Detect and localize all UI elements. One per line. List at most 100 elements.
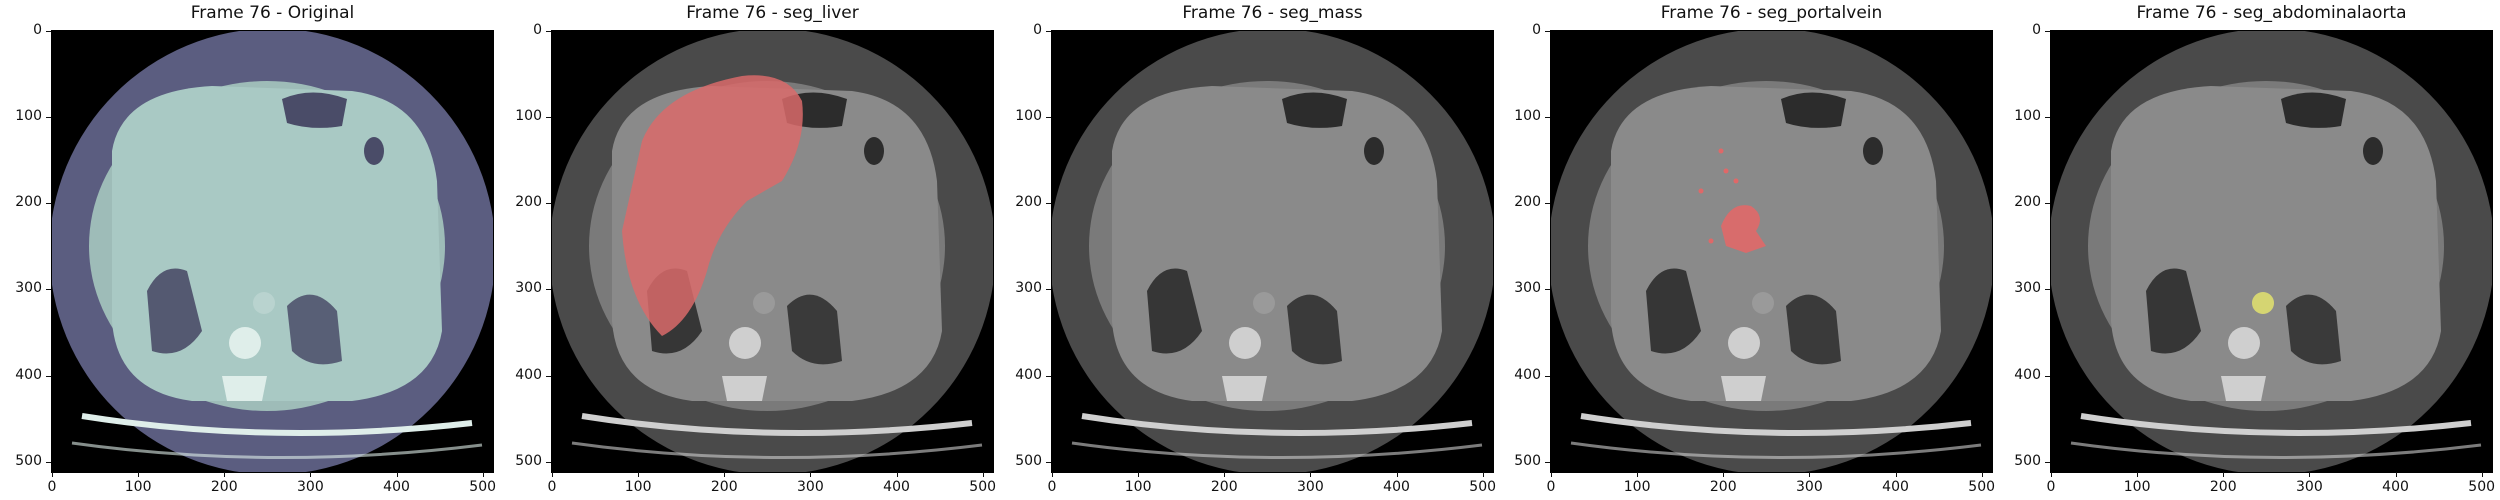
x-tick-label: 200 bbox=[204, 479, 244, 495]
x-tick-label: 0 bbox=[532, 479, 572, 495]
y-tick-mark bbox=[1545, 117, 1550, 118]
x-tick-mark bbox=[397, 472, 398, 477]
x-tick-label: 0 bbox=[1032, 479, 1072, 495]
y-tick-mark bbox=[546, 376, 551, 377]
x-tick-label: 100 bbox=[1617, 479, 1657, 495]
stomach-gas bbox=[282, 93, 347, 128]
y-tick-label: 200 bbox=[512, 194, 542, 210]
y-tick-mark bbox=[546, 289, 551, 290]
x-tick-label: 0 bbox=[1531, 479, 1571, 495]
abdomen bbox=[2111, 86, 2441, 401]
y-tick-mark bbox=[46, 117, 51, 118]
y-tick-label: 400 bbox=[1012, 367, 1042, 383]
x-tick-mark bbox=[638, 472, 639, 477]
y-tick-label: 100 bbox=[2011, 108, 2041, 124]
x-tick-label: 500 bbox=[2462, 479, 2500, 495]
y-tick-label: 100 bbox=[512, 108, 542, 124]
x-tick-label: 300 bbox=[790, 479, 830, 495]
y-tick-mark bbox=[2045, 376, 2050, 377]
x-tick-label: 500 bbox=[1463, 479, 1503, 495]
x-tick-mark bbox=[483, 472, 484, 477]
x-tick-label: 400 bbox=[2376, 479, 2416, 495]
y-tick-mark bbox=[2045, 203, 2050, 204]
y-tick-label: 0 bbox=[12, 22, 42, 38]
x-tick-mark bbox=[1483, 472, 1484, 477]
x-tick-label: 500 bbox=[1962, 479, 2002, 495]
y-tick-label: 300 bbox=[1012, 280, 1042, 296]
stomach-gas bbox=[1282, 93, 1347, 128]
y-tick-label: 0 bbox=[1012, 22, 1042, 38]
x-tick-label: 100 bbox=[1118, 479, 1158, 495]
x-tick-mark bbox=[1723, 472, 1724, 477]
x-tick-label: 100 bbox=[618, 479, 658, 495]
panel-title: Frame 76 - seg_liver bbox=[512, 3, 1033, 23]
x-tick-mark bbox=[2051, 472, 2052, 477]
y-tick-mark bbox=[1046, 462, 1051, 463]
y-tick-label: 100 bbox=[1511, 108, 1541, 124]
x-tick-mark bbox=[983, 472, 984, 477]
x-tick-label: 400 bbox=[377, 479, 417, 495]
y-tick-mark bbox=[2045, 289, 2050, 290]
portalvein-fragment bbox=[1699, 189, 1704, 194]
y-tick-mark bbox=[1046, 289, 1051, 290]
spinous-process bbox=[1721, 376, 1766, 401]
y-tick-label: 500 bbox=[1012, 453, 1042, 469]
y-tick-mark bbox=[1046, 203, 1051, 204]
y-tick-mark bbox=[46, 289, 51, 290]
y-tick-label: 300 bbox=[1511, 280, 1541, 296]
y-tick-mark bbox=[1545, 376, 1550, 377]
x-tick-mark bbox=[1052, 472, 1053, 477]
ct-image bbox=[2051, 31, 2492, 472]
x-tick-mark bbox=[2396, 472, 2397, 477]
y-tick-mark bbox=[46, 462, 51, 463]
y-tick-label: 400 bbox=[12, 367, 42, 383]
x-tick-mark bbox=[224, 472, 225, 477]
stomach-gas bbox=[2281, 93, 2346, 128]
aorta bbox=[1752, 292, 1774, 314]
x-tick-label: 300 bbox=[290, 479, 330, 495]
y-tick-label: 500 bbox=[12, 453, 42, 469]
x-tick-mark bbox=[2223, 472, 2224, 477]
x-tick-label: 400 bbox=[877, 479, 917, 495]
x-tick-label: 500 bbox=[463, 479, 503, 495]
y-tick-mark bbox=[2045, 31, 2050, 32]
y-tick-mark bbox=[46, 376, 51, 377]
y-tick-mark bbox=[546, 31, 551, 32]
x-tick-label: 300 bbox=[2289, 479, 2329, 495]
y-tick-label: 200 bbox=[1511, 194, 1541, 210]
y-tick-label: 100 bbox=[1012, 108, 1042, 124]
y-tick-mark bbox=[546, 117, 551, 118]
ct-image bbox=[552, 31, 993, 472]
vertebra bbox=[2228, 327, 2260, 359]
bowel-gas bbox=[2363, 137, 2383, 165]
panel-title: Frame 76 - Original bbox=[12, 3, 533, 23]
spinous-process bbox=[722, 376, 767, 401]
x-tick-label: 200 bbox=[2203, 479, 2243, 495]
y-tick-mark bbox=[546, 203, 551, 204]
y-tick-mark bbox=[2045, 462, 2050, 463]
y-tick-label: 400 bbox=[512, 367, 542, 383]
spinous-process bbox=[1222, 376, 1267, 401]
x-tick-mark bbox=[1397, 472, 1398, 477]
x-tick-label: 300 bbox=[1290, 479, 1330, 495]
x-tick-mark bbox=[724, 472, 725, 477]
aorta bbox=[1253, 292, 1275, 314]
x-tick-mark bbox=[1637, 472, 1638, 477]
y-tick-label: 0 bbox=[1511, 22, 1541, 38]
bowel-gas bbox=[864, 137, 884, 165]
abdomen bbox=[112, 86, 442, 401]
spinous-process bbox=[2221, 376, 2266, 401]
x-tick-mark bbox=[2482, 472, 2483, 477]
x-tick-mark bbox=[1138, 472, 1139, 477]
y-tick-mark bbox=[46, 31, 51, 32]
x-tick-label: 500 bbox=[963, 479, 1003, 495]
x-tick-mark bbox=[2309, 472, 2310, 477]
x-tick-label: 400 bbox=[1876, 479, 1916, 495]
spinous-process bbox=[222, 376, 267, 401]
x-tick-label: 0 bbox=[2031, 479, 2071, 495]
y-tick-label: 200 bbox=[1012, 194, 1042, 210]
bowel-gas bbox=[364, 137, 384, 165]
x-tick-mark bbox=[1809, 472, 1810, 477]
aorta bbox=[253, 292, 275, 314]
